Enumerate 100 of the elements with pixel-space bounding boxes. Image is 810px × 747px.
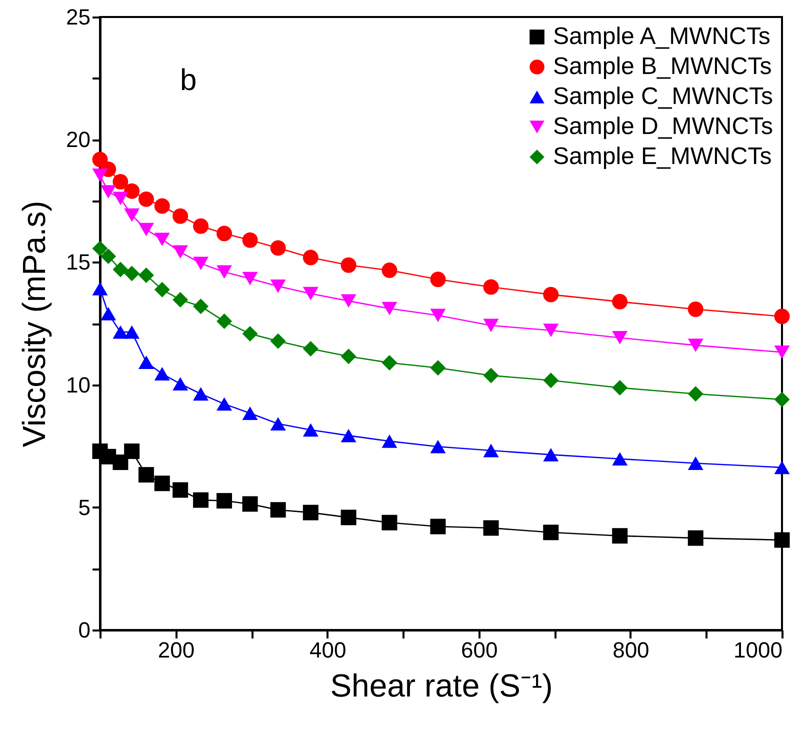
point (193, 256, 209, 270)
point (124, 183, 140, 199)
y-tick-label: 15 (66, 250, 90, 275)
point (774, 392, 790, 408)
point (270, 333, 286, 349)
point (688, 386, 704, 402)
legend-label: Sample C_MWNCTs (553, 83, 774, 110)
point (138, 267, 154, 283)
point (483, 368, 499, 384)
point (774, 460, 790, 474)
point (92, 282, 108, 296)
point (382, 434, 398, 448)
point (242, 326, 258, 342)
point (100, 248, 116, 264)
point (92, 240, 108, 256)
point (172, 377, 188, 391)
point (483, 318, 499, 332)
point (216, 314, 232, 330)
annotation: b (180, 64, 197, 97)
point (688, 530, 704, 546)
point (382, 302, 398, 316)
point (242, 406, 258, 420)
point (270, 502, 286, 518)
legend-label: Sample B_MWNCTs (553, 53, 772, 80)
point (483, 444, 499, 458)
point (216, 265, 232, 279)
point (138, 356, 154, 369)
point (154, 476, 170, 492)
point (100, 185, 116, 199)
x-axis-title: Shear rate (S⁻¹) (330, 668, 553, 704)
point (340, 348, 356, 364)
point (216, 493, 232, 509)
point (612, 294, 628, 310)
point (154, 198, 170, 214)
x-tick-label: 600 (461, 638, 498, 662)
point (340, 257, 356, 273)
point (138, 222, 154, 236)
legend-label: Sample E_MWNCTs (553, 143, 772, 170)
point (112, 454, 128, 470)
point (193, 387, 209, 401)
point (112, 262, 128, 278)
point (193, 492, 209, 508)
point (302, 250, 318, 266)
point (340, 294, 356, 308)
y-tick-label: 10 (66, 372, 90, 398)
point (612, 380, 628, 396)
point (543, 286, 559, 302)
point (172, 482, 188, 498)
point (242, 496, 258, 512)
point (92, 168, 108, 182)
point (172, 208, 188, 224)
point (774, 345, 790, 359)
x-tick-label: 400 (309, 638, 346, 662)
point (483, 520, 499, 536)
point (302, 504, 318, 520)
point (242, 272, 258, 286)
point (138, 191, 154, 207)
y-tick-label: 5 (78, 494, 90, 520)
point (216, 397, 232, 411)
point (543, 448, 559, 462)
point (688, 456, 704, 470)
point (688, 302, 704, 318)
x-tick-label: 1000 (734, 638, 782, 662)
point (543, 324, 559, 338)
x-tick-label: 200 (158, 638, 195, 662)
point (340, 428, 356, 442)
y-tick-label: 0 (78, 618, 90, 642)
point (270, 280, 286, 293)
point (688, 338, 704, 352)
point (138, 467, 154, 483)
point (543, 372, 559, 388)
point (430, 272, 446, 288)
point (270, 417, 286, 430)
point (124, 444, 140, 459)
point (193, 218, 209, 234)
point (382, 514, 398, 530)
point (172, 245, 188, 259)
point (92, 152, 108, 168)
point (612, 528, 628, 544)
point (483, 279, 499, 295)
point (382, 354, 398, 370)
point (270, 240, 286, 256)
point (543, 524, 559, 540)
point (124, 325, 140, 339)
point (774, 532, 790, 548)
point (154, 232, 170, 246)
point (124, 208, 140, 222)
point (612, 452, 628, 466)
point (302, 341, 318, 356)
point (382, 262, 398, 278)
x-tick-label: 800 (612, 638, 650, 662)
point (242, 232, 258, 248)
point (172, 292, 188, 308)
legend-label: Sample D_MWNCTs (553, 113, 774, 140)
y-tick-label: 20 (66, 127, 90, 152)
y-axis-title: Viscosity (mPa.s) (16, 200, 52, 448)
point (302, 423, 318, 437)
point (302, 286, 318, 300)
point (124, 266, 140, 282)
point (112, 325, 128, 339)
